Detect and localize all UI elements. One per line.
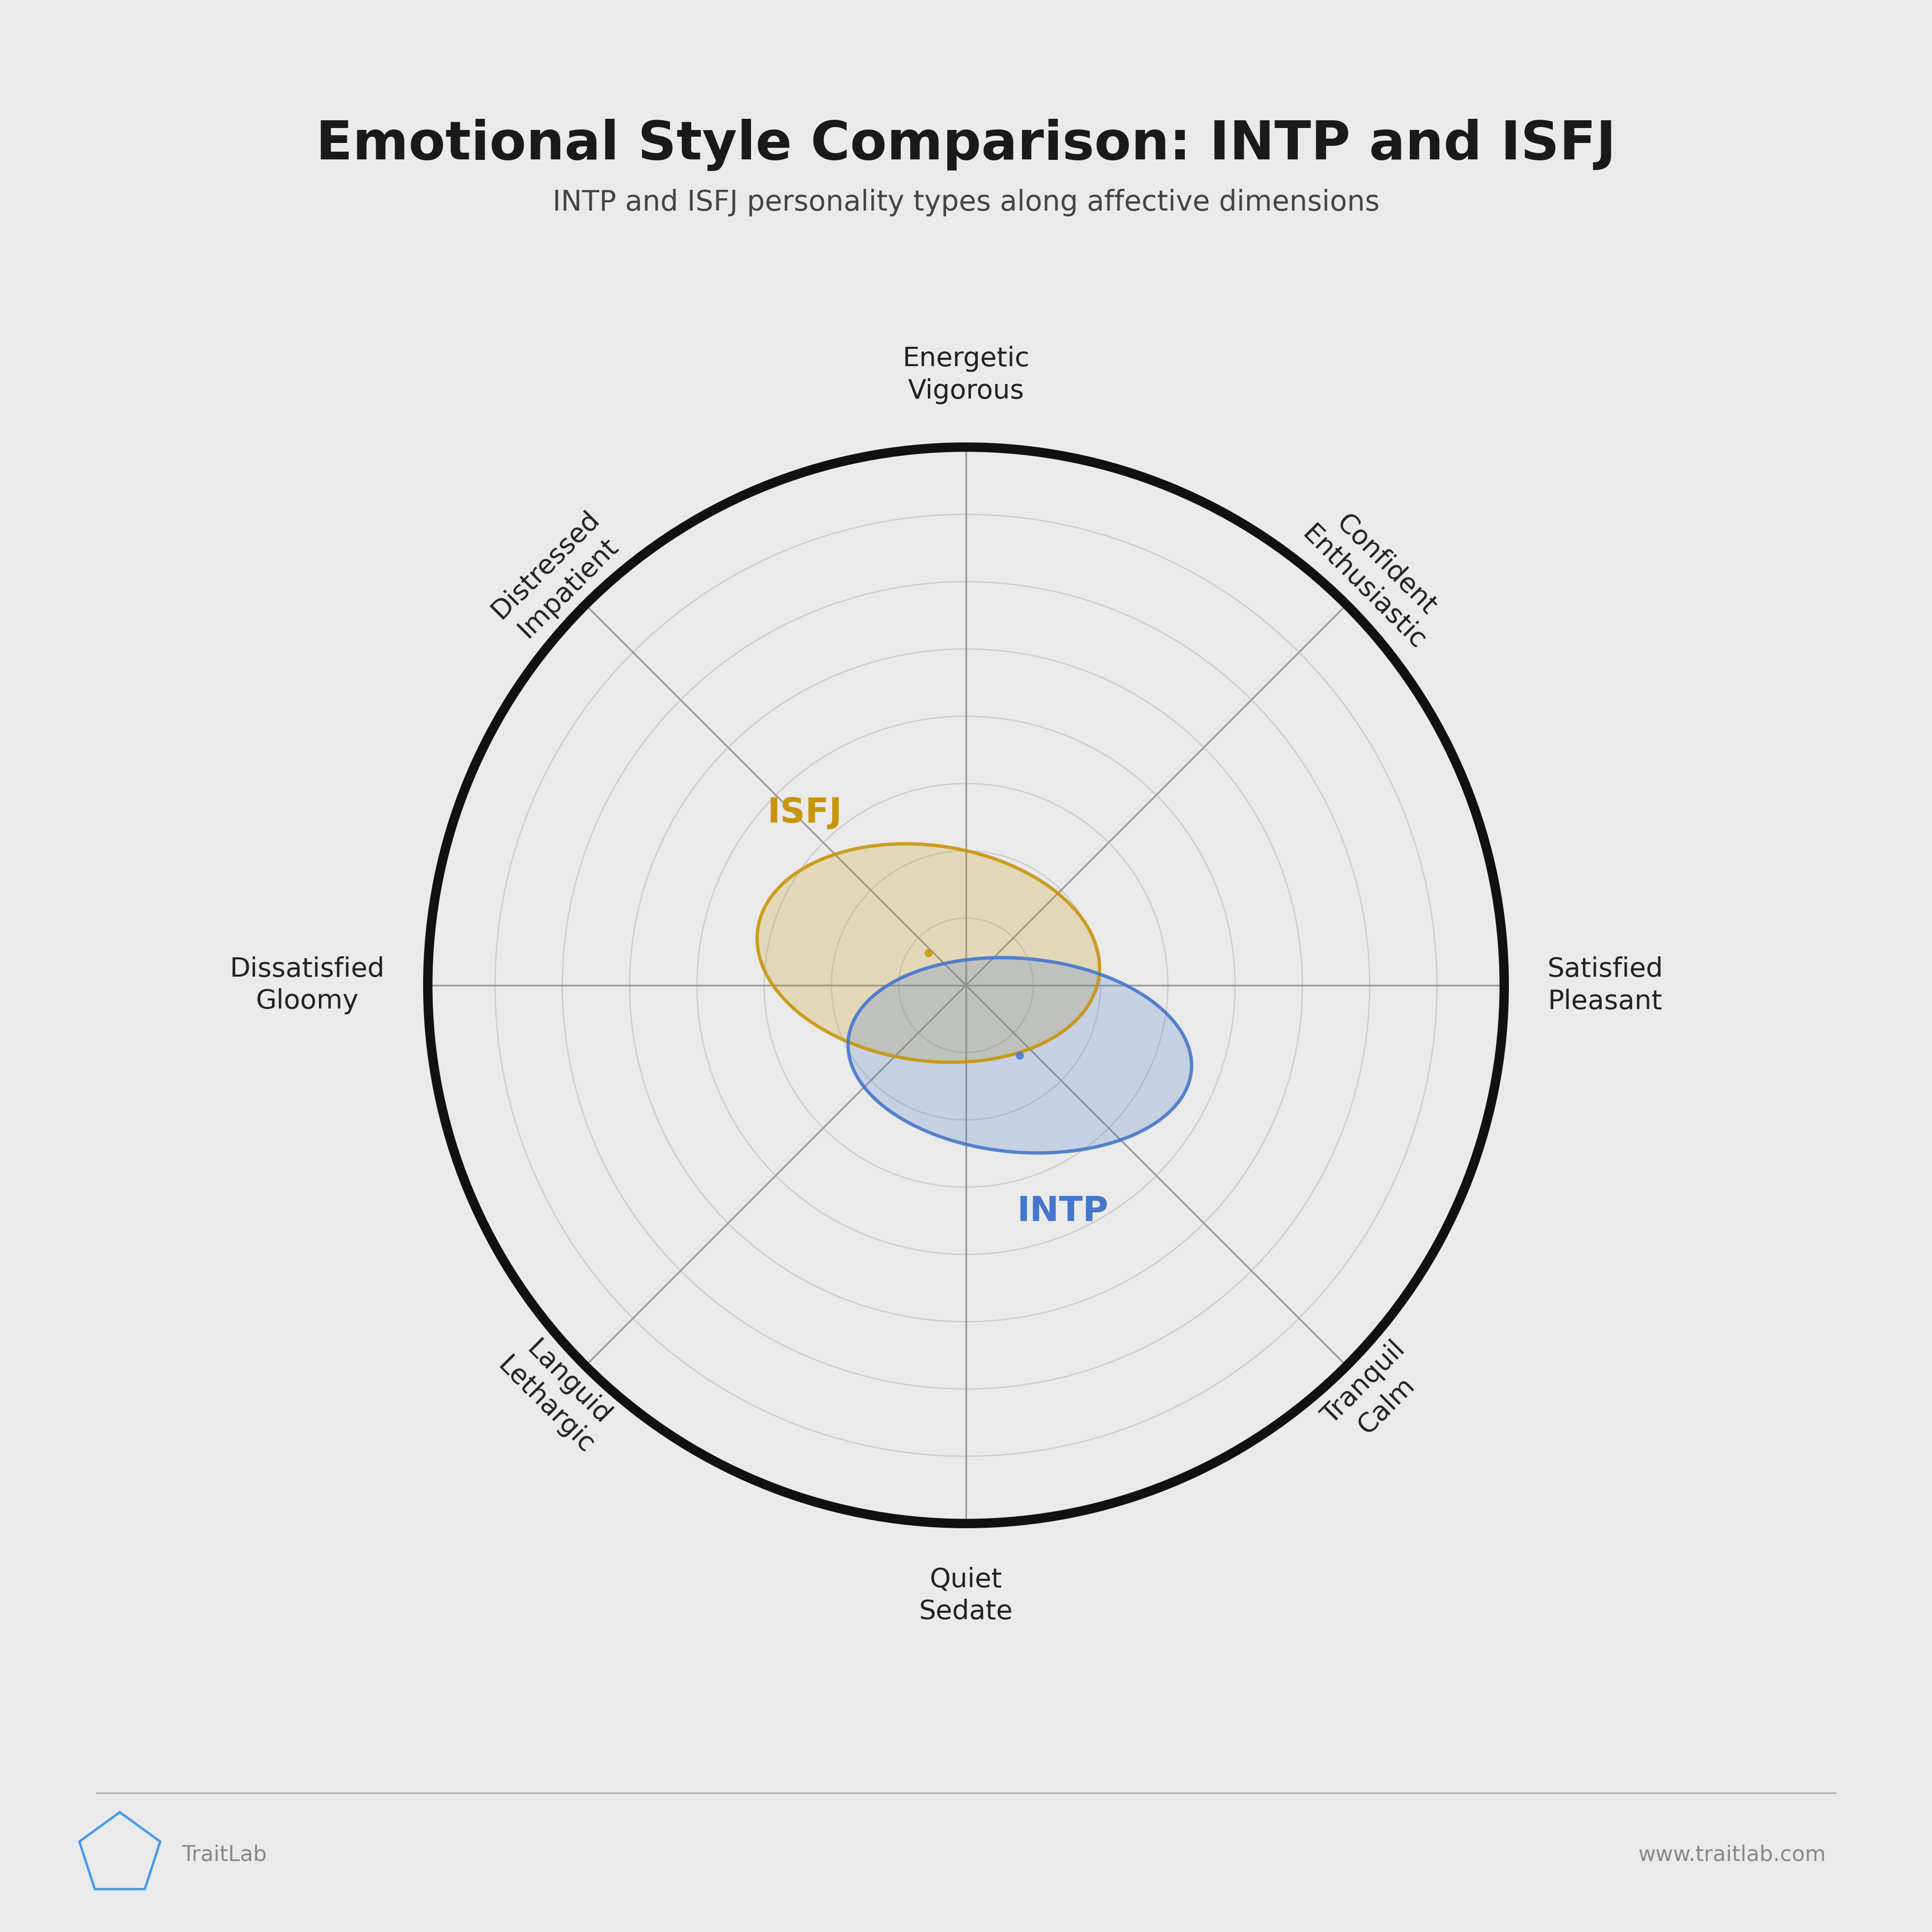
Text: Tranquil
Calm: Tranquil Calm — [1318, 1337, 1434, 1453]
Text: Languid
Lethargic: Languid Lethargic — [493, 1329, 622, 1459]
Text: INTP: INTP — [1016, 1194, 1109, 1229]
Text: Energetic
Vigorous: Energetic Vigorous — [902, 346, 1030, 404]
Text: TraitLab: TraitLab — [182, 1845, 267, 1864]
Text: Satisfied
Pleasant: Satisfied Pleasant — [1548, 956, 1663, 1014]
Text: Emotional Style Comparison: INTP and ISFJ: Emotional Style Comparison: INTP and ISF… — [317, 120, 1615, 172]
Ellipse shape — [848, 958, 1192, 1153]
Text: Distressed
Impatient: Distressed Impatient — [487, 506, 628, 647]
Point — [1005, 1039, 1036, 1070]
Text: INTP and ISFJ personality types along affective dimensions: INTP and ISFJ personality types along af… — [553, 189, 1379, 216]
Text: Dissatisfied
Gloomy: Dissatisfied Gloomy — [230, 956, 384, 1014]
Text: Confident
Enthusiastic: Confident Enthusiastic — [1296, 498, 1453, 655]
Ellipse shape — [757, 844, 1099, 1063]
Text: Quiet
Sedate: Quiet Sedate — [920, 1567, 1012, 1625]
Text: www.traitlab.com: www.traitlab.com — [1638, 1845, 1826, 1864]
Point — [914, 937, 945, 968]
Text: ISFJ: ISFJ — [767, 796, 842, 829]
